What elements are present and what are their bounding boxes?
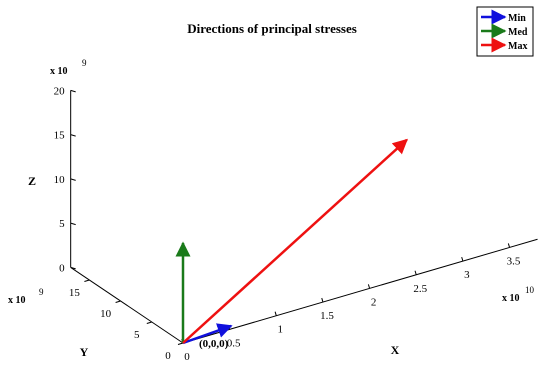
x-tick-label: 3.5 bbox=[507, 255, 521, 267]
y-multiplier-base: x 10 bbox=[8, 295, 26, 306]
z-multiplier-base: x 10 bbox=[50, 66, 68, 77]
y-tick-mark bbox=[146, 321, 152, 324]
z-tick-mark bbox=[70, 89, 76, 93]
z-tick-label: 0 bbox=[59, 262, 65, 274]
z-tick-mark bbox=[70, 222, 76, 226]
x-tick-label: 2 bbox=[371, 296, 377, 308]
stress-arrows bbox=[175, 138, 408, 345]
z-axis-ticks: 0 5 10 15 20 bbox=[54, 85, 76, 274]
arrow-min bbox=[182, 323, 233, 345]
y-tick-mark bbox=[84, 279, 90, 282]
y-tick-label: 15 bbox=[69, 287, 81, 299]
chart-title: Directions of principal stresses bbox=[187, 21, 357, 36]
y-axis-multiplier: x 10 9 bbox=[8, 287, 44, 306]
legend-label-min: Min bbox=[508, 13, 526, 24]
x-axis-label: X bbox=[391, 343, 400, 357]
x-tick-label: 3 bbox=[464, 269, 470, 281]
y-tick-label: 5 bbox=[134, 329, 140, 341]
z-axis-multiplier: x 10 9 bbox=[50, 58, 87, 77]
y-tick-label: 0 bbox=[165, 350, 171, 362]
legend: Min Med Max bbox=[476, 6, 534, 57]
legend-label-med: Med bbox=[508, 27, 528, 38]
z-tick-mark bbox=[70, 266, 76, 270]
z-tick-label: 10 bbox=[54, 174, 66, 186]
x-axis-line bbox=[182, 238, 538, 344]
x-tick-label: 0 bbox=[184, 351, 190, 363]
y-tick-mark bbox=[177, 342, 184, 345]
y-tick-mark bbox=[115, 300, 121, 303]
z-tick-label: 20 bbox=[54, 85, 66, 97]
x-tick-mark bbox=[321, 297, 324, 303]
x-tick-mark bbox=[274, 311, 277, 316]
z-tick-mark bbox=[70, 134, 76, 137]
origin-label: (0,0,0) bbox=[199, 338, 229, 350]
y-axis-ticks: 0 5 10 15 bbox=[69, 279, 184, 362]
y-axis-line bbox=[70, 266, 184, 344]
y-multiplier-exp: 9 bbox=[39, 287, 44, 297]
x-tick-mark bbox=[507, 243, 511, 248]
legend-label-max: Max bbox=[508, 41, 527, 52]
x-axis-ticks: 0 0.5 1 1.5 2 2.5 3 3.5 bbox=[181, 243, 521, 363]
x-axis-multiplier: x 10 10 bbox=[502, 285, 535, 304]
x-multiplier-base: x 10 bbox=[502, 293, 520, 304]
x-tick-mark bbox=[461, 256, 464, 262]
x-tick-label: 2.5 bbox=[413, 283, 427, 295]
z-axis-label: Z bbox=[28, 174, 36, 188]
x-tick-label: 0.5 bbox=[227, 337, 241, 349]
x-tick-mark bbox=[367, 284, 371, 289]
arrow-max bbox=[182, 138, 408, 344]
z-tick-label: 5 bbox=[59, 218, 65, 230]
y-axis-label: Y bbox=[80, 345, 89, 359]
x-tick-mark bbox=[414, 270, 417, 275]
z-multiplier-exp: 9 bbox=[82, 58, 87, 68]
z-tick-label: 15 bbox=[54, 130, 66, 142]
z-tick-mark bbox=[70, 178, 76, 181]
y-tick-label: 10 bbox=[100, 308, 112, 320]
x-tick-label: 1.5 bbox=[320, 310, 334, 322]
x-tick-label: 1 bbox=[278, 324, 284, 336]
x-multiplier-exp: 10 bbox=[525, 285, 535, 295]
